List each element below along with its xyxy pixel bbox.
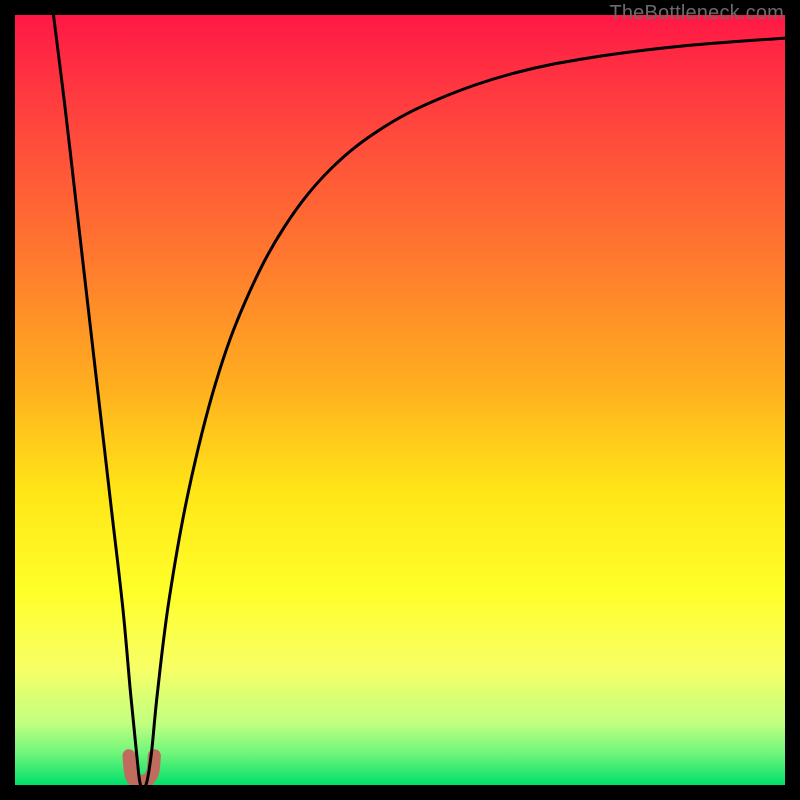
gradient-background [15,15,785,785]
plot-area [15,15,785,785]
chart-frame: TheBottleneck.com [0,0,800,800]
plot-svg [15,15,785,785]
attribution-label: TheBottleneck.com [609,2,784,25]
